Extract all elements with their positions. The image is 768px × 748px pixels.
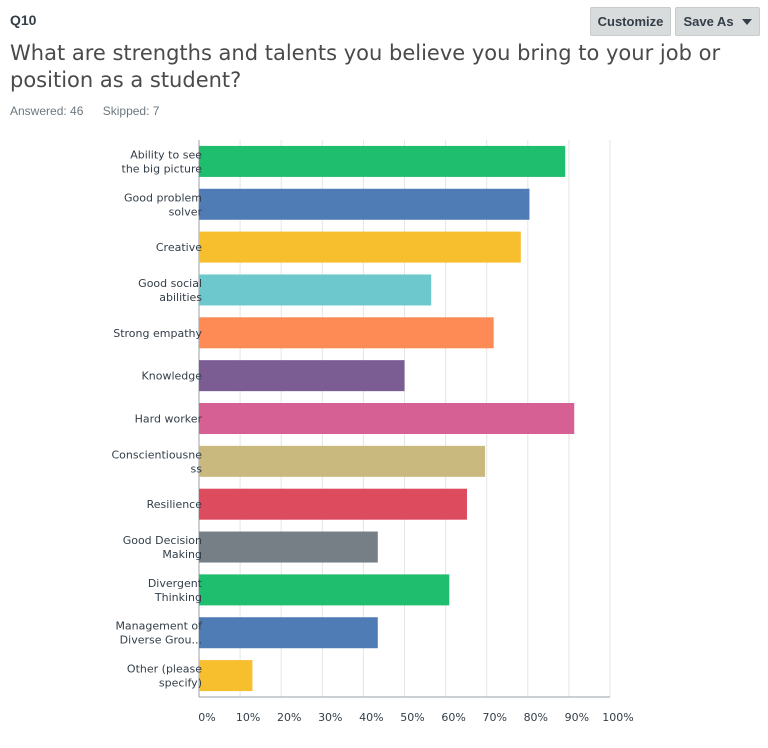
category-label: solver bbox=[169, 205, 203, 218]
question-number: Q10 bbox=[10, 12, 37, 28]
x-tick-label: 10% bbox=[236, 711, 260, 724]
bar[interactable] bbox=[199, 617, 378, 649]
category-label: ss bbox=[191, 462, 203, 475]
category-label: Good Decision bbox=[123, 534, 202, 547]
x-tick-label: 20% bbox=[277, 711, 301, 724]
category-label: Good social bbox=[138, 277, 202, 290]
x-tick-label: 40% bbox=[359, 711, 383, 724]
x-tick-label: 90% bbox=[565, 711, 589, 724]
category-label: Management of bbox=[115, 620, 203, 633]
category-label: Knowledge bbox=[142, 370, 203, 383]
category-label: abilities bbox=[159, 291, 202, 304]
category-label: Diverse Grou... bbox=[120, 634, 202, 647]
answered-count: Answered: 46 bbox=[10, 104, 84, 118]
bar[interactable] bbox=[199, 317, 494, 349]
bar[interactable] bbox=[199, 231, 521, 263]
x-tick-label: 100% bbox=[602, 711, 633, 724]
x-tick-label: 60% bbox=[441, 711, 465, 724]
bar[interactable] bbox=[199, 531, 378, 563]
category-label: Creative bbox=[156, 241, 202, 254]
response-counts: Answered: 46 Skipped: 7 bbox=[10, 104, 159, 118]
bar[interactable] bbox=[199, 360, 405, 392]
save-as-button[interactable]: Save As bbox=[675, 7, 760, 36]
category-label: Hard worker bbox=[135, 413, 203, 426]
category-label: Other (please bbox=[127, 663, 202, 676]
question-title: What are strengths and talents you belie… bbox=[10, 41, 721, 92]
customize-button-label: Customize bbox=[597, 14, 664, 29]
category-label: Conscientiousne bbox=[112, 448, 203, 461]
bar[interactable] bbox=[199, 574, 450, 606]
x-tick-label: 70% bbox=[482, 711, 506, 724]
skipped-count: Skipped: 7 bbox=[102, 104, 160, 118]
x-tick-label: 80% bbox=[524, 711, 548, 724]
bar[interactable] bbox=[199, 145, 566, 177]
category-label: the big picture bbox=[122, 162, 203, 175]
save-as-button-label: Save As bbox=[683, 14, 734, 29]
category-label: Resilience bbox=[147, 498, 203, 511]
bar[interactable] bbox=[199, 274, 432, 306]
bar[interactable] bbox=[199, 445, 486, 477]
category-label: Strong empathy bbox=[113, 327, 202, 340]
x-tick-label: 50% bbox=[400, 711, 424, 724]
bar[interactable] bbox=[199, 403, 575, 434]
category-label: Divergent bbox=[148, 577, 203, 590]
category-label: Making bbox=[162, 548, 202, 561]
caret-down-icon bbox=[741, 18, 752, 25]
customize-button[interactable]: Customize bbox=[590, 7, 671, 36]
bar[interactable] bbox=[199, 488, 467, 520]
category-label: Good problem bbox=[124, 191, 202, 204]
category-label: Ability to see bbox=[130, 148, 202, 161]
x-tick-label: 30% bbox=[318, 711, 342, 724]
x-tick-label: 0% bbox=[198, 711, 215, 724]
category-label: Thinking bbox=[154, 591, 202, 604]
category-label: specify) bbox=[159, 677, 202, 690]
bar[interactable] bbox=[199, 188, 530, 220]
bar[interactable] bbox=[199, 660, 253, 692]
